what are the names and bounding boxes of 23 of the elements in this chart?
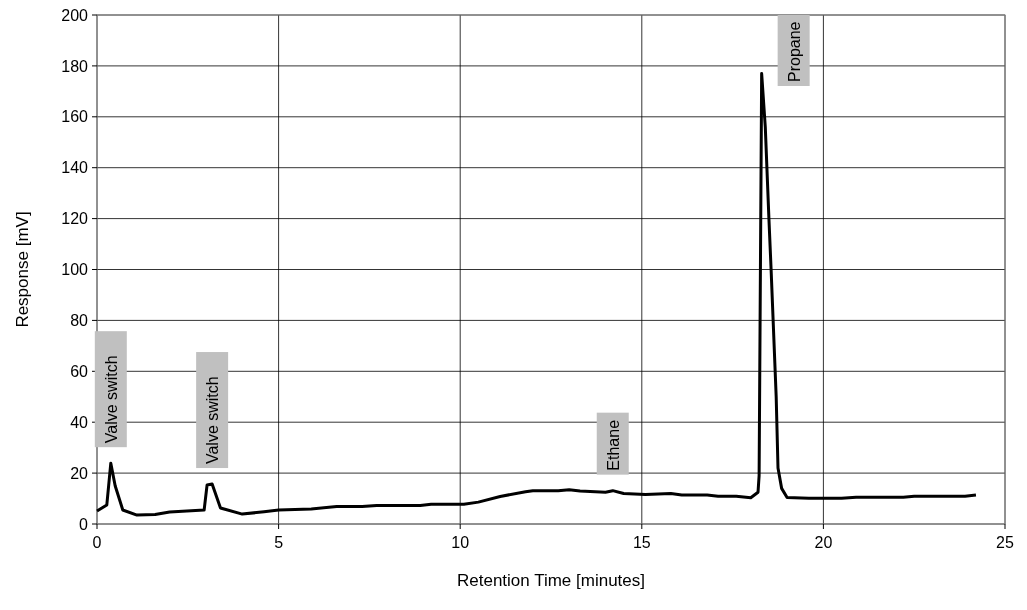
y-tick-label: 80 bbox=[70, 312, 89, 329]
x-tick-label: 20 bbox=[814, 534, 833, 551]
annotation: Valve switch bbox=[102, 355, 120, 444]
x-tick-label: 15 bbox=[632, 534, 651, 551]
y-tick-label: 20 bbox=[70, 464, 89, 482]
y-axis-title: Response [mV] bbox=[13, 211, 32, 328]
y-tick-label: 60 bbox=[70, 362, 89, 380]
y-tick-label: 180 bbox=[61, 57, 89, 75]
y-tick-label: 140 bbox=[61, 159, 89, 177]
x-tick-label: 0 bbox=[92, 534, 102, 551]
x-tick-label: 10 bbox=[451, 534, 470, 551]
x-axis-title: Retention Time [minutes] bbox=[456, 571, 646, 590]
y-tick-label: 160 bbox=[61, 108, 89, 126]
annotation: Propane bbox=[785, 21, 803, 82]
annotation: Ethane bbox=[604, 419, 622, 471]
y-tick-label: 0 bbox=[79, 515, 89, 533]
y-tick-label: 40 bbox=[70, 413, 89, 431]
y-tick-label: 200 bbox=[61, 6, 89, 24]
y-tick-label: 120 bbox=[61, 210, 89, 228]
x-tick-label: 5 bbox=[274, 534, 284, 551]
annotation: Valve switch bbox=[204, 376, 222, 465]
y-tick-label: 100 bbox=[61, 261, 89, 279]
x-tick-label: 25 bbox=[996, 534, 1014, 551]
